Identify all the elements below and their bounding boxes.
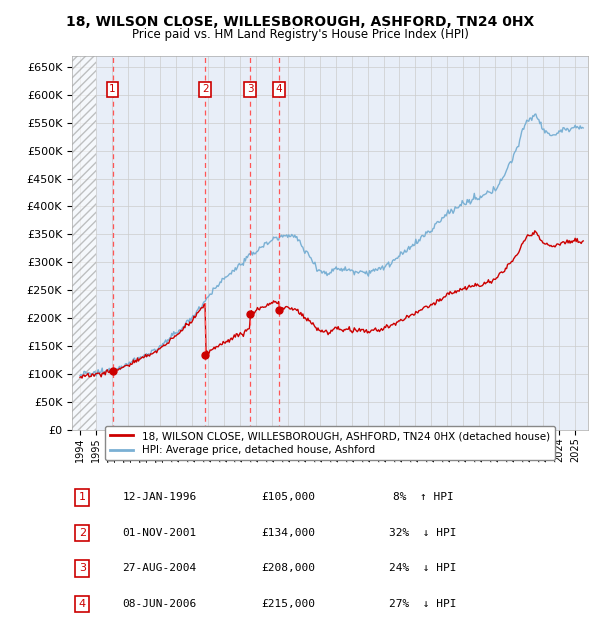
Text: 12-JAN-1996: 12-JAN-1996 xyxy=(122,492,197,502)
Text: 3: 3 xyxy=(79,564,86,574)
Text: 2: 2 xyxy=(79,528,86,538)
Legend: 18, WILSON CLOSE, WILLESBOROUGH, ASHFORD, TN24 0HX (detached house), HPI: Averag: 18, WILSON CLOSE, WILLESBOROUGH, ASHFORD… xyxy=(105,426,555,461)
Text: £215,000: £215,000 xyxy=(262,599,316,609)
Text: £208,000: £208,000 xyxy=(262,564,316,574)
Text: £105,000: £105,000 xyxy=(262,492,316,502)
Text: 32%  ↓ HPI: 32% ↓ HPI xyxy=(389,528,457,538)
Text: 4: 4 xyxy=(79,599,86,609)
Text: 24%  ↓ HPI: 24% ↓ HPI xyxy=(389,564,457,574)
Text: 1: 1 xyxy=(109,84,116,94)
Text: 18, WILSON CLOSE, WILLESBOROUGH, ASHFORD, TN24 0HX: 18, WILSON CLOSE, WILLESBOROUGH, ASHFORD… xyxy=(66,16,534,30)
Text: 27%  ↓ HPI: 27% ↓ HPI xyxy=(389,599,457,609)
Text: 01-NOV-2001: 01-NOV-2001 xyxy=(122,528,197,538)
Text: 08-JUN-2006: 08-JUN-2006 xyxy=(122,599,197,609)
Bar xyxy=(72,56,96,430)
Text: 4: 4 xyxy=(275,84,282,94)
Text: 2: 2 xyxy=(202,84,208,94)
Text: 3: 3 xyxy=(247,84,254,94)
Text: 27-AUG-2004: 27-AUG-2004 xyxy=(122,564,197,574)
Text: £134,000: £134,000 xyxy=(262,528,316,538)
Text: Price paid vs. HM Land Registry's House Price Index (HPI): Price paid vs. HM Land Registry's House … xyxy=(131,28,469,41)
Text: 8%  ↑ HPI: 8% ↑ HPI xyxy=(392,492,453,502)
Text: 1: 1 xyxy=(79,492,86,502)
